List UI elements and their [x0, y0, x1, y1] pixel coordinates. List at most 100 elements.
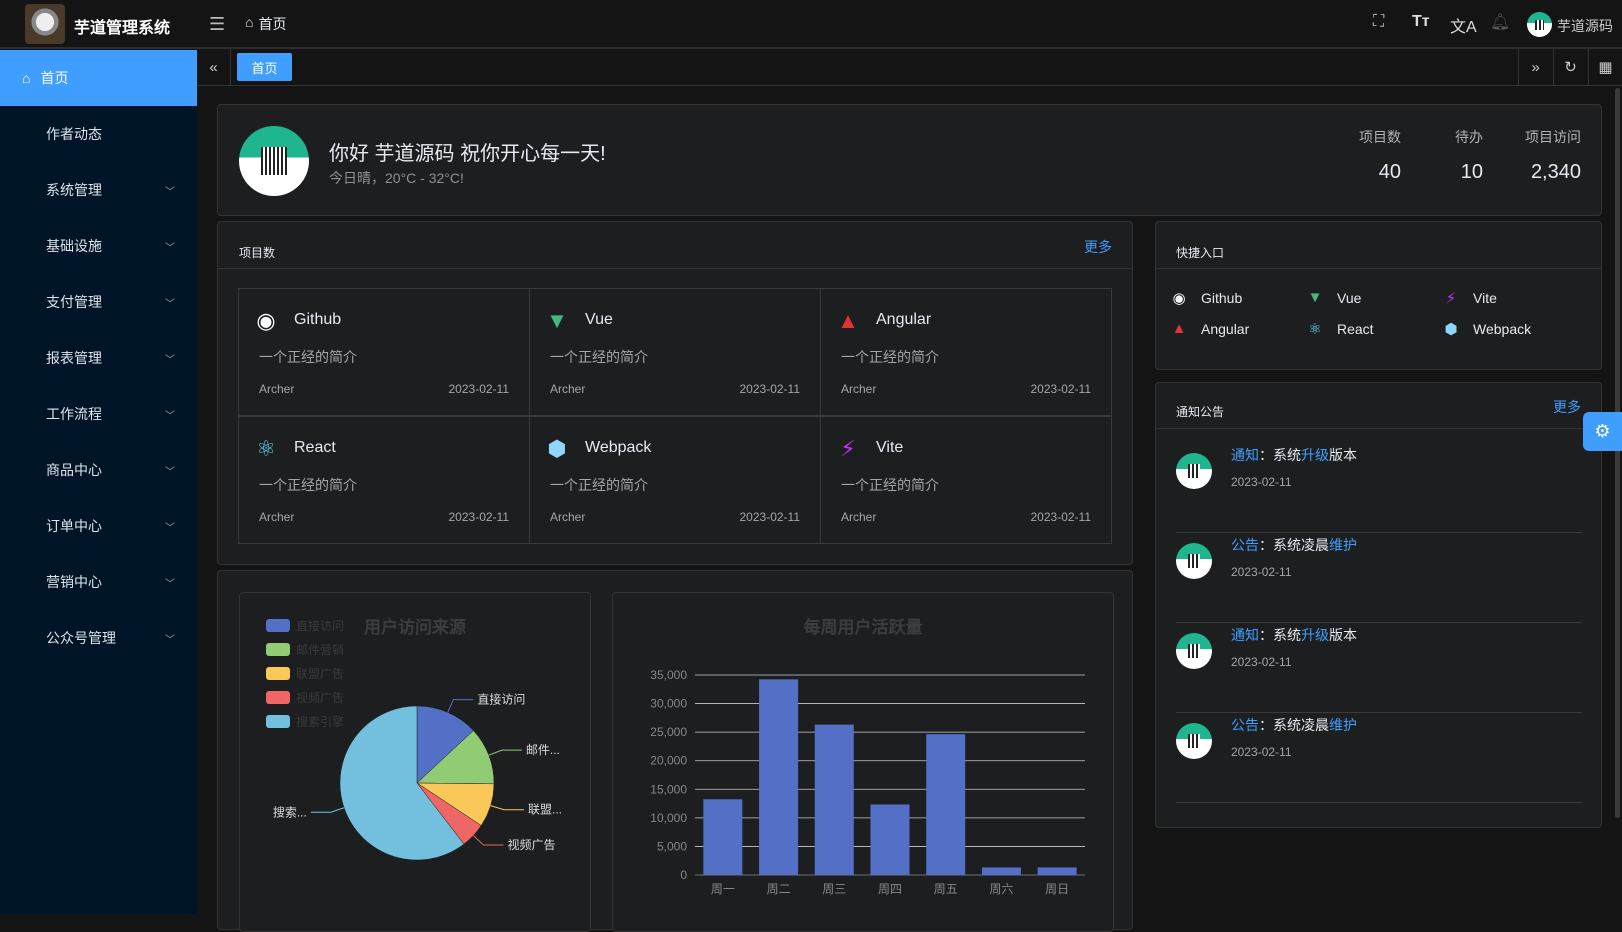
x-tick-label: 周六: [989, 882, 1013, 896]
translate-icon[interactable]: 文A: [1450, 19, 1477, 36]
sidebar-item[interactable]: ⌂ 首页: [0, 50, 197, 106]
bar[interactable]: [981, 867, 1021, 875]
projects-more-link[interactable]: 更多: [1084, 239, 1112, 255]
legend-label[interactable]: 联盟广告: [296, 667, 344, 681]
menu-fold-icon[interactable]: ☰: [209, 14, 226, 34]
x-tick-label: 周三: [822, 882, 846, 896]
sidebar-item[interactable]: 报表管理 ﹀: [0, 330, 197, 386]
stat-item: 项目数 40: [1359, 127, 1401, 184]
grid-icon[interactable]: ▦: [1588, 49, 1622, 85]
legend-swatch[interactable]: [266, 619, 290, 632]
refresh-icon[interactable]: ↻: [1553, 49, 1587, 85]
home-icon: ⌂: [22, 70, 31, 86]
legend-swatch[interactable]: [266, 643, 290, 656]
stat-label: 项目数: [1359, 129, 1401, 145]
settings-gear-icon[interactable]: ⚙: [1583, 412, 1622, 451]
sidebar-item[interactable]: 系统管理 ﹀: [0, 162, 197, 218]
sidebar-item[interactable]: 作者动态: [0, 106, 197, 162]
notice-type: 公告: [1231, 537, 1259, 553]
project-author: Archer: [841, 510, 877, 524]
sidebar-item[interactable]: 商品中心 ﹀: [0, 442, 197, 498]
notice-item[interactable]: 通知：系统升级版本 2023-02-11: [1176, 443, 1582, 533]
shortcut-label: Webpack: [1473, 321, 1532, 337]
chevron-down-icon: ﹀: [165, 186, 175, 198]
breadcrumb[interactable]: ⌂ 首页: [245, 14, 286, 34]
scrollbar[interactable]: [1615, 88, 1620, 818]
sidebar-item[interactable]: 营销中心 ﹀: [0, 554, 197, 610]
notice-item[interactable]: 公告：系统凌晨维护 2023-02-11: [1176, 713, 1582, 803]
shortcut-label: Vite: [1473, 290, 1497, 306]
shortcut-item[interactable]: ⬢ Webpack: [1443, 320, 1531, 338]
notice-text: 版本: [1329, 447, 1357, 463]
shortcut-item[interactable]: ▼ Vue: [1307, 289, 1362, 306]
sidebar-item-label: 工作流程: [46, 406, 102, 422]
user-avatar[interactable]: [1527, 12, 1552, 37]
project-card[interactable]: ◉ Github 一个正经的简介 Archer 2023-02-11: [238, 288, 530, 416]
shortcut-item[interactable]: ⚡ Vite: [1443, 289, 1497, 307]
project-card[interactable]: ▲ Angular 一个正经的简介 Archer 2023-02-11: [820, 288, 1112, 416]
sidebar-item[interactable]: 订单中心 ﹀: [0, 498, 197, 554]
shortcuts-card: 快捷入口 ◉ Github ▼ Vue ⚡ Vite ▲ Angular ⚛ React ⬢ Webp…: [1155, 221, 1602, 370]
bar[interactable]: [814, 724, 854, 875]
weather: 今日晴，20°C - 32°C!: [329, 170, 464, 186]
breadcrumb-home: 首页: [258, 16, 287, 32]
user-name[interactable]: 芋道源码: [1557, 18, 1613, 34]
bar[interactable]: [703, 799, 743, 875]
project-card[interactable]: ⚛ React 一个正经的简介 Archer 2023-02-11: [238, 416, 530, 544]
legend-swatch[interactable]: [266, 715, 290, 728]
notice-item[interactable]: 公告：系统凌晨维护 2023-02-11: [1176, 533, 1582, 623]
notice-avatar: [1176, 453, 1212, 489]
label-line: [490, 805, 524, 811]
chevron-down-icon: ﹀: [165, 242, 175, 254]
project-card[interactable]: ⬢ Webpack 一个正经的简介 Archer 2023-02-11: [529, 416, 821, 544]
legend-label[interactable]: 邮件营销: [296, 643, 344, 657]
y-tick-label: 20,000: [650, 754, 687, 768]
bar[interactable]: [759, 679, 799, 875]
bar[interactable]: [926, 734, 966, 875]
project-date: 2023-02-11: [1030, 510, 1092, 524]
vite-icon: ⚡: [840, 436, 856, 461]
notice-item[interactable]: 通知：系统升级版本 2023-02-11: [1176, 623, 1582, 713]
project-author: Archer: [550, 510, 586, 524]
font-size-icon[interactable]: Tт: [1412, 13, 1430, 30]
sidebar-item[interactable]: 公众号管理 ﹀: [0, 610, 197, 666]
tabs-scroll-left-icon[interactable]: «: [197, 49, 231, 85]
github-icon: ◉: [256, 308, 276, 333]
tab-home[interactable]: 首页: [237, 53, 292, 81]
project-card[interactable]: ⚡ Vite 一个正经的简介 Archer 2023-02-11: [820, 416, 1112, 544]
legend-swatch[interactable]: [266, 667, 290, 680]
project-card[interactable]: ▼ Vue 一个正经的简介 Archer 2023-02-11: [529, 288, 821, 416]
notice-text: 系统: [1273, 447, 1301, 463]
project-author: Archer: [259, 382, 295, 396]
sidebar-item[interactable]: 支付管理 ﹀: [0, 274, 197, 330]
shortcut-item[interactable]: ▲ Angular: [1171, 320, 1250, 337]
home-icon: ⌂: [245, 14, 254, 30]
y-tick-label: 5,000: [657, 839, 687, 853]
shortcut-item[interactable]: ◉ Github: [1171, 289, 1242, 307]
legend-swatch[interactable]: [266, 691, 290, 704]
fullscreen-icon[interactable]: ⛶: [1373, 13, 1385, 30]
y-tick-label: 0: [680, 868, 687, 882]
pie-slice[interactable]: [416, 705, 474, 784]
project-name: React: [294, 439, 336, 456]
notice-text: ：: [1259, 717, 1273, 733]
notice-highlight: 升级: [1301, 447, 1329, 463]
project-name: Vite: [876, 439, 904, 456]
sidebar-item[interactable]: 基础设施 ﹀: [0, 218, 197, 274]
pie-slice[interactable]: [416, 730, 495, 785]
legend-label[interactable]: 视频广告: [296, 690, 344, 705]
label-line: [447, 699, 474, 713]
legend-label[interactable]: 直接访问: [296, 618, 344, 633]
shortcut-label: React: [1337, 321, 1374, 337]
notice-avatar: [1176, 723, 1212, 759]
legend-label[interactable]: 搜索引擎: [296, 714, 344, 729]
x-tick-label: 周一: [711, 882, 735, 896]
bar-title: 每周用户活跃量: [804, 617, 923, 637]
notices-more-link[interactable]: 更多: [1553, 399, 1581, 415]
bell-icon[interactable]: 🔔︎: [1490, 14, 1511, 31]
bar[interactable]: [1037, 867, 1077, 875]
shortcut-item[interactable]: ⚛ React: [1307, 320, 1374, 338]
tabs-scroll-right-icon[interactable]: »: [1518, 49, 1552, 85]
bar[interactable]: [870, 804, 910, 875]
sidebar-item[interactable]: 工作流程 ﹀: [0, 386, 197, 442]
